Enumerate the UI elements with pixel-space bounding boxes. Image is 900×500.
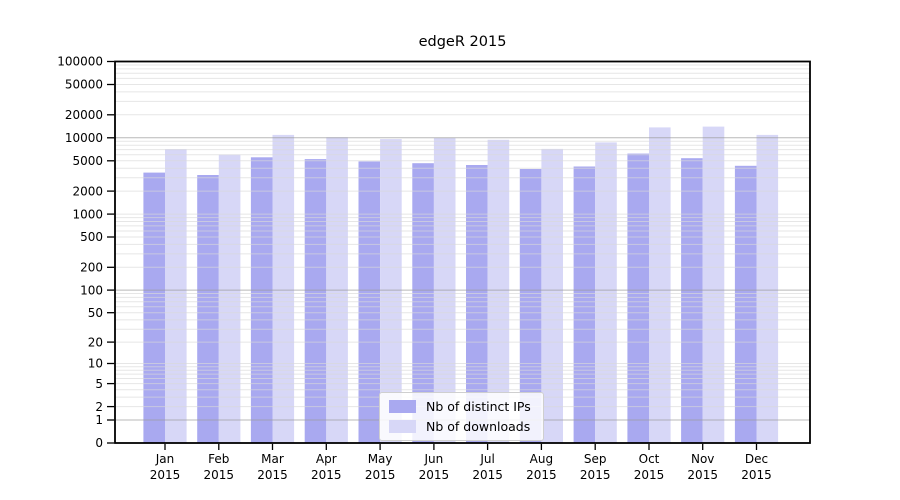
plot-border xyxy=(114,60,811,444)
x-tick-label-year: 2015 xyxy=(365,468,396,482)
x-tick-label-year: 2015 xyxy=(580,468,611,482)
x-tick-label-month: Sep xyxy=(584,452,607,466)
bar-distinct-ips-jan xyxy=(143,172,165,443)
legend: Nb of distinct IPs Nb of downloads xyxy=(379,392,544,441)
x-tick-label-month: Feb xyxy=(208,452,229,466)
bar-distinct-ips-sep xyxy=(573,166,596,443)
x-tick-label-month: Jul xyxy=(479,452,494,466)
x-tick-label-year: 2015 xyxy=(419,468,450,482)
bar-downloads-mar xyxy=(272,134,295,443)
y-tick-label: 1 xyxy=(95,413,103,427)
legend-item-downloads: Nb of downloads xyxy=(389,419,531,434)
bar-downloads-nov xyxy=(702,126,725,443)
x-tick-label-month: Oct xyxy=(639,452,660,466)
bar-distinct-ips-nov xyxy=(681,158,703,443)
bar-downloads-feb xyxy=(218,154,241,443)
y-tick-label: 5000 xyxy=(72,154,103,168)
y-tick-label: 10000 xyxy=(65,131,103,145)
x-tick-label-year: 2015 xyxy=(472,468,503,482)
x-tick-label-year: 2015 xyxy=(257,468,288,482)
x-tick-label-year: 2015 xyxy=(311,468,342,482)
y-tick-label: 500 xyxy=(80,230,103,244)
y-tick-label: 2000 xyxy=(72,184,103,198)
y-tick-label: 50 xyxy=(88,306,103,320)
y-tick-label: 1000 xyxy=(72,207,103,221)
bar-downloads-jan xyxy=(165,149,187,443)
y-axis: 0 12 5 10 20 50 100 200 500 1000 2000 5000 10000 2000… xyxy=(57,55,115,450)
y-tick-label: 100000 xyxy=(57,55,103,69)
bar-distinct-ips-mar xyxy=(250,157,273,444)
legend-label-distinct-ips: Nb of distinct IPs xyxy=(426,399,531,414)
bar-downloads-aug xyxy=(541,148,563,443)
bar-downloads-dec xyxy=(756,134,779,443)
x-axis: Jan 2015 Feb 2015 Mar 2015 Apr 2015 May 2015 Jun 20… xyxy=(150,443,772,482)
x-tick-label-month: Jan xyxy=(155,452,175,466)
legend-swatch-distinct-ips xyxy=(389,400,416,413)
x-tick-label-month: Aug xyxy=(530,452,553,466)
x-tick-label-month: Nov xyxy=(691,452,714,466)
legend-item-distinct-ips: Nb of distinct IPs xyxy=(389,399,531,414)
y-tick-label: 5 xyxy=(95,377,103,391)
y-tick-label: 10 xyxy=(88,357,103,371)
x-tick-label-month: Jun xyxy=(424,452,444,466)
x-tick-label-year: 2015 xyxy=(204,468,235,482)
x-tick-label-month: Apr xyxy=(316,452,337,466)
bar-downloads-oct xyxy=(649,127,671,444)
x-tick-label-year: 2015 xyxy=(634,468,665,482)
x-tick-label-year: 2015 xyxy=(526,468,557,482)
y-tick-label: 20 xyxy=(88,335,103,349)
x-tick-label-month: Mar xyxy=(261,452,284,466)
y-tick-label: 100 xyxy=(80,283,103,297)
y-tick-label: 2 xyxy=(95,400,103,414)
bar-downloads-sep xyxy=(595,142,617,443)
x-tick-label-year: 2015 xyxy=(687,468,718,482)
bar-distinct-ips-feb xyxy=(197,175,219,443)
legend-swatch-downloads xyxy=(389,420,416,433)
y-tick-label: 0 xyxy=(95,436,103,450)
y-tick-label: 200 xyxy=(80,261,103,275)
x-tick-label-year: 2015 xyxy=(150,468,181,482)
y-tick-label: 20000 xyxy=(65,108,103,122)
chart-title: edgeR 2015 xyxy=(418,34,507,50)
bar-distinct-ips-jul xyxy=(466,165,488,443)
bar-distinct-ips-jun xyxy=(412,163,434,443)
minor-gridlines xyxy=(115,64,810,408)
x-tick-label-month: Dec xyxy=(745,452,768,466)
bar-distinct-ips-oct xyxy=(627,153,649,443)
bar-distinct-ips-dec xyxy=(734,165,757,444)
x-tick-label-month: May xyxy=(368,452,393,466)
legend-label-downloads: Nb of downloads xyxy=(426,419,531,434)
y-tick-label: 50000 xyxy=(65,78,103,92)
bar-distinct-ips-apr xyxy=(304,159,327,443)
x-tick-label-year: 2015 xyxy=(741,468,772,482)
